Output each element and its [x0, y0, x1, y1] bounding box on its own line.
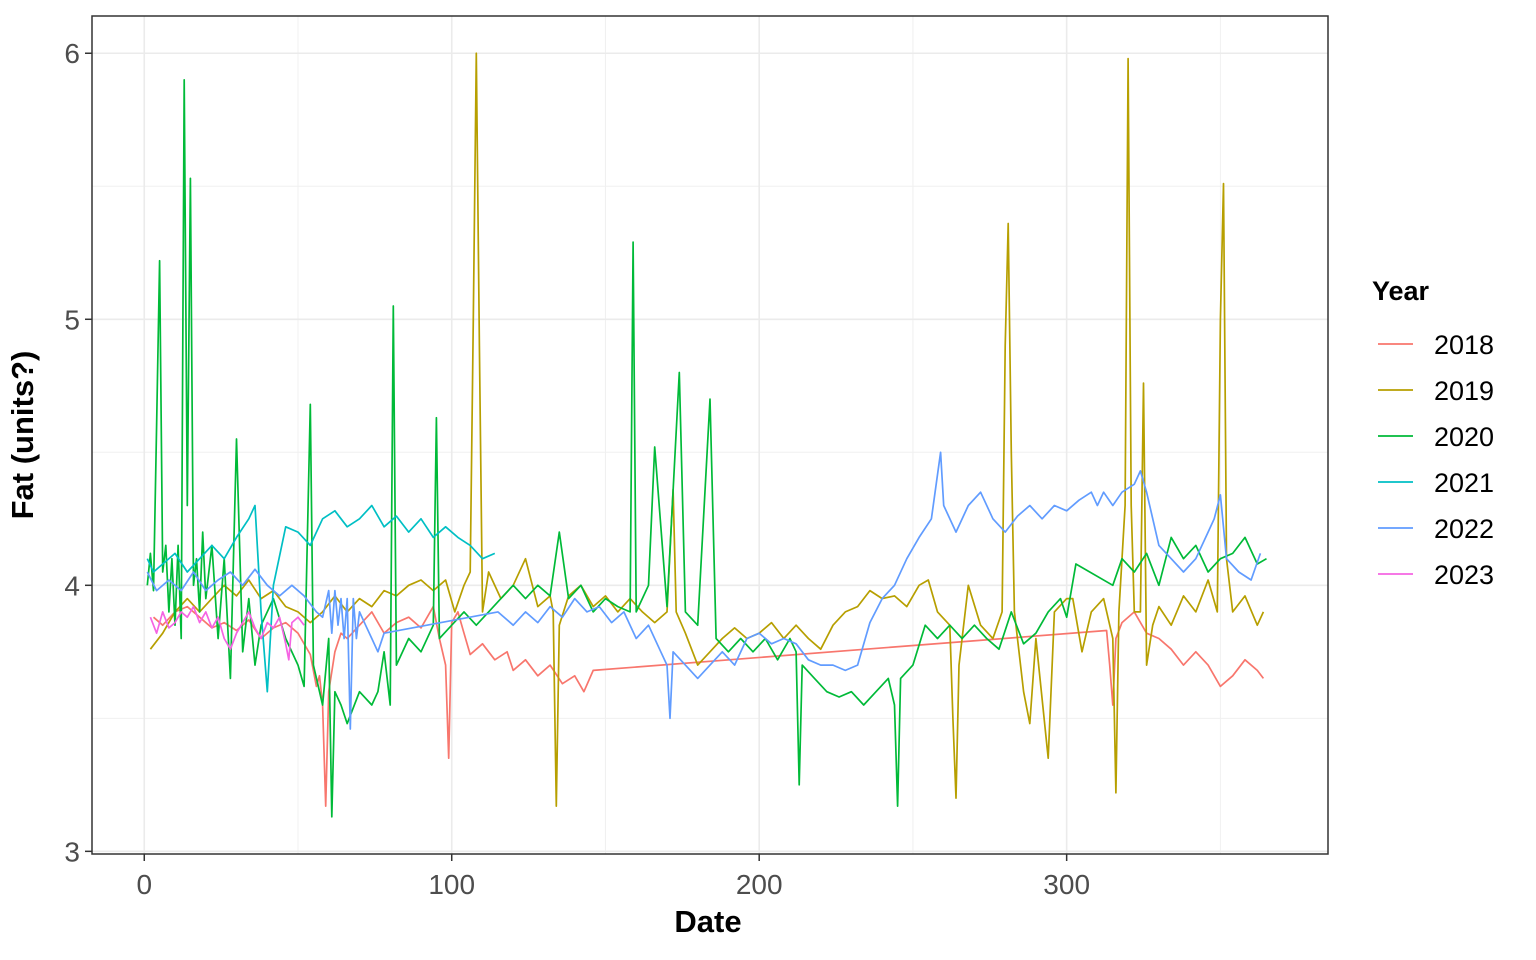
x-axis: 0 100 200 300: [136, 854, 1090, 900]
legend-item-2020: 2020: [1378, 422, 1494, 452]
legend-label-2021: 2021: [1434, 468, 1494, 498]
legend-item-2023: 2023: [1378, 560, 1494, 590]
y-tick-label: 6: [64, 38, 80, 69]
plot-panel-border: [91, 15, 1329, 855]
legend-item-2019: 2019: [1378, 376, 1494, 406]
y-axis-title: Fat (units?): [5, 351, 40, 520]
legend-item-2021: 2021: [1378, 468, 1494, 498]
y-axis: 3 4 5 6: [64, 38, 92, 867]
legend-label-2020: 2020: [1434, 422, 1494, 452]
legend-item-2022: 2022: [1378, 514, 1494, 544]
legend: Year 2018 2019 2020 2021 2022 2023: [1372, 276, 1494, 590]
legend-title: Year: [1372, 276, 1430, 306]
series-line-2021: [146, 504, 496, 693]
y-tick-label: 3: [64, 836, 80, 867]
legend-item-2018: 2018: [1378, 330, 1494, 360]
series-line-2022: [146, 451, 1262, 730]
y-tick-label: 5: [64, 304, 80, 335]
series-line-2023: [149, 605, 305, 661]
x-tick-label: 300: [1043, 869, 1090, 900]
x-axis-title: Date: [674, 904, 741, 939]
legend-label-2018: 2018: [1434, 330, 1494, 360]
x-tick-label: 0: [136, 869, 152, 900]
series-line-2020: [146, 78, 1267, 818]
series-line-2019: [149, 52, 1265, 807]
y-tick-label: 4: [64, 570, 80, 601]
legend-label-2019: 2019: [1434, 376, 1494, 406]
series-line-2018: [152, 605, 1265, 807]
legend-label-2023: 2023: [1434, 560, 1494, 590]
gridlines: [92, 16, 1328, 854]
x-tick-label: 200: [736, 869, 783, 900]
legend-label-2022: 2022: [1434, 514, 1494, 544]
series-lines: [146, 52, 1267, 818]
x-tick-label: 100: [428, 869, 475, 900]
